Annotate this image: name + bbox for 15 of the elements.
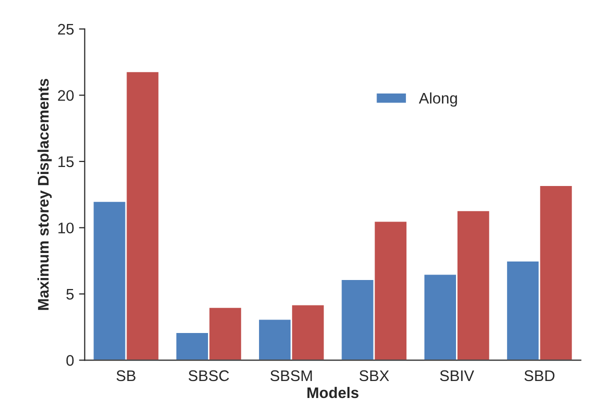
x-tick-label: SBX bbox=[360, 370, 390, 382]
x-axis-title: Models bbox=[307, 386, 358, 398]
x-tick-label: SBSC bbox=[188, 370, 229, 382]
y-tick-label: 15 bbox=[58, 156, 74, 168]
y-tick-label: 10 bbox=[58, 222, 74, 234]
y-axis-title: Maximum storey Displacements bbox=[37, 78, 52, 310]
y-tick-label: 25 bbox=[58, 24, 74, 35]
x-tick-label: SBSM bbox=[270, 370, 312, 382]
x-tick-label: SBD bbox=[524, 370, 554, 382]
y-tick-label: 20 bbox=[58, 90, 74, 101]
legend-label: Along bbox=[418, 92, 457, 107]
y-tick-label: 5 bbox=[66, 288, 74, 300]
x-tick-label: SB bbox=[116, 370, 136, 382]
y-tick-label: 0 bbox=[66, 355, 74, 366]
x-tick-label: SBIV bbox=[440, 370, 474, 382]
